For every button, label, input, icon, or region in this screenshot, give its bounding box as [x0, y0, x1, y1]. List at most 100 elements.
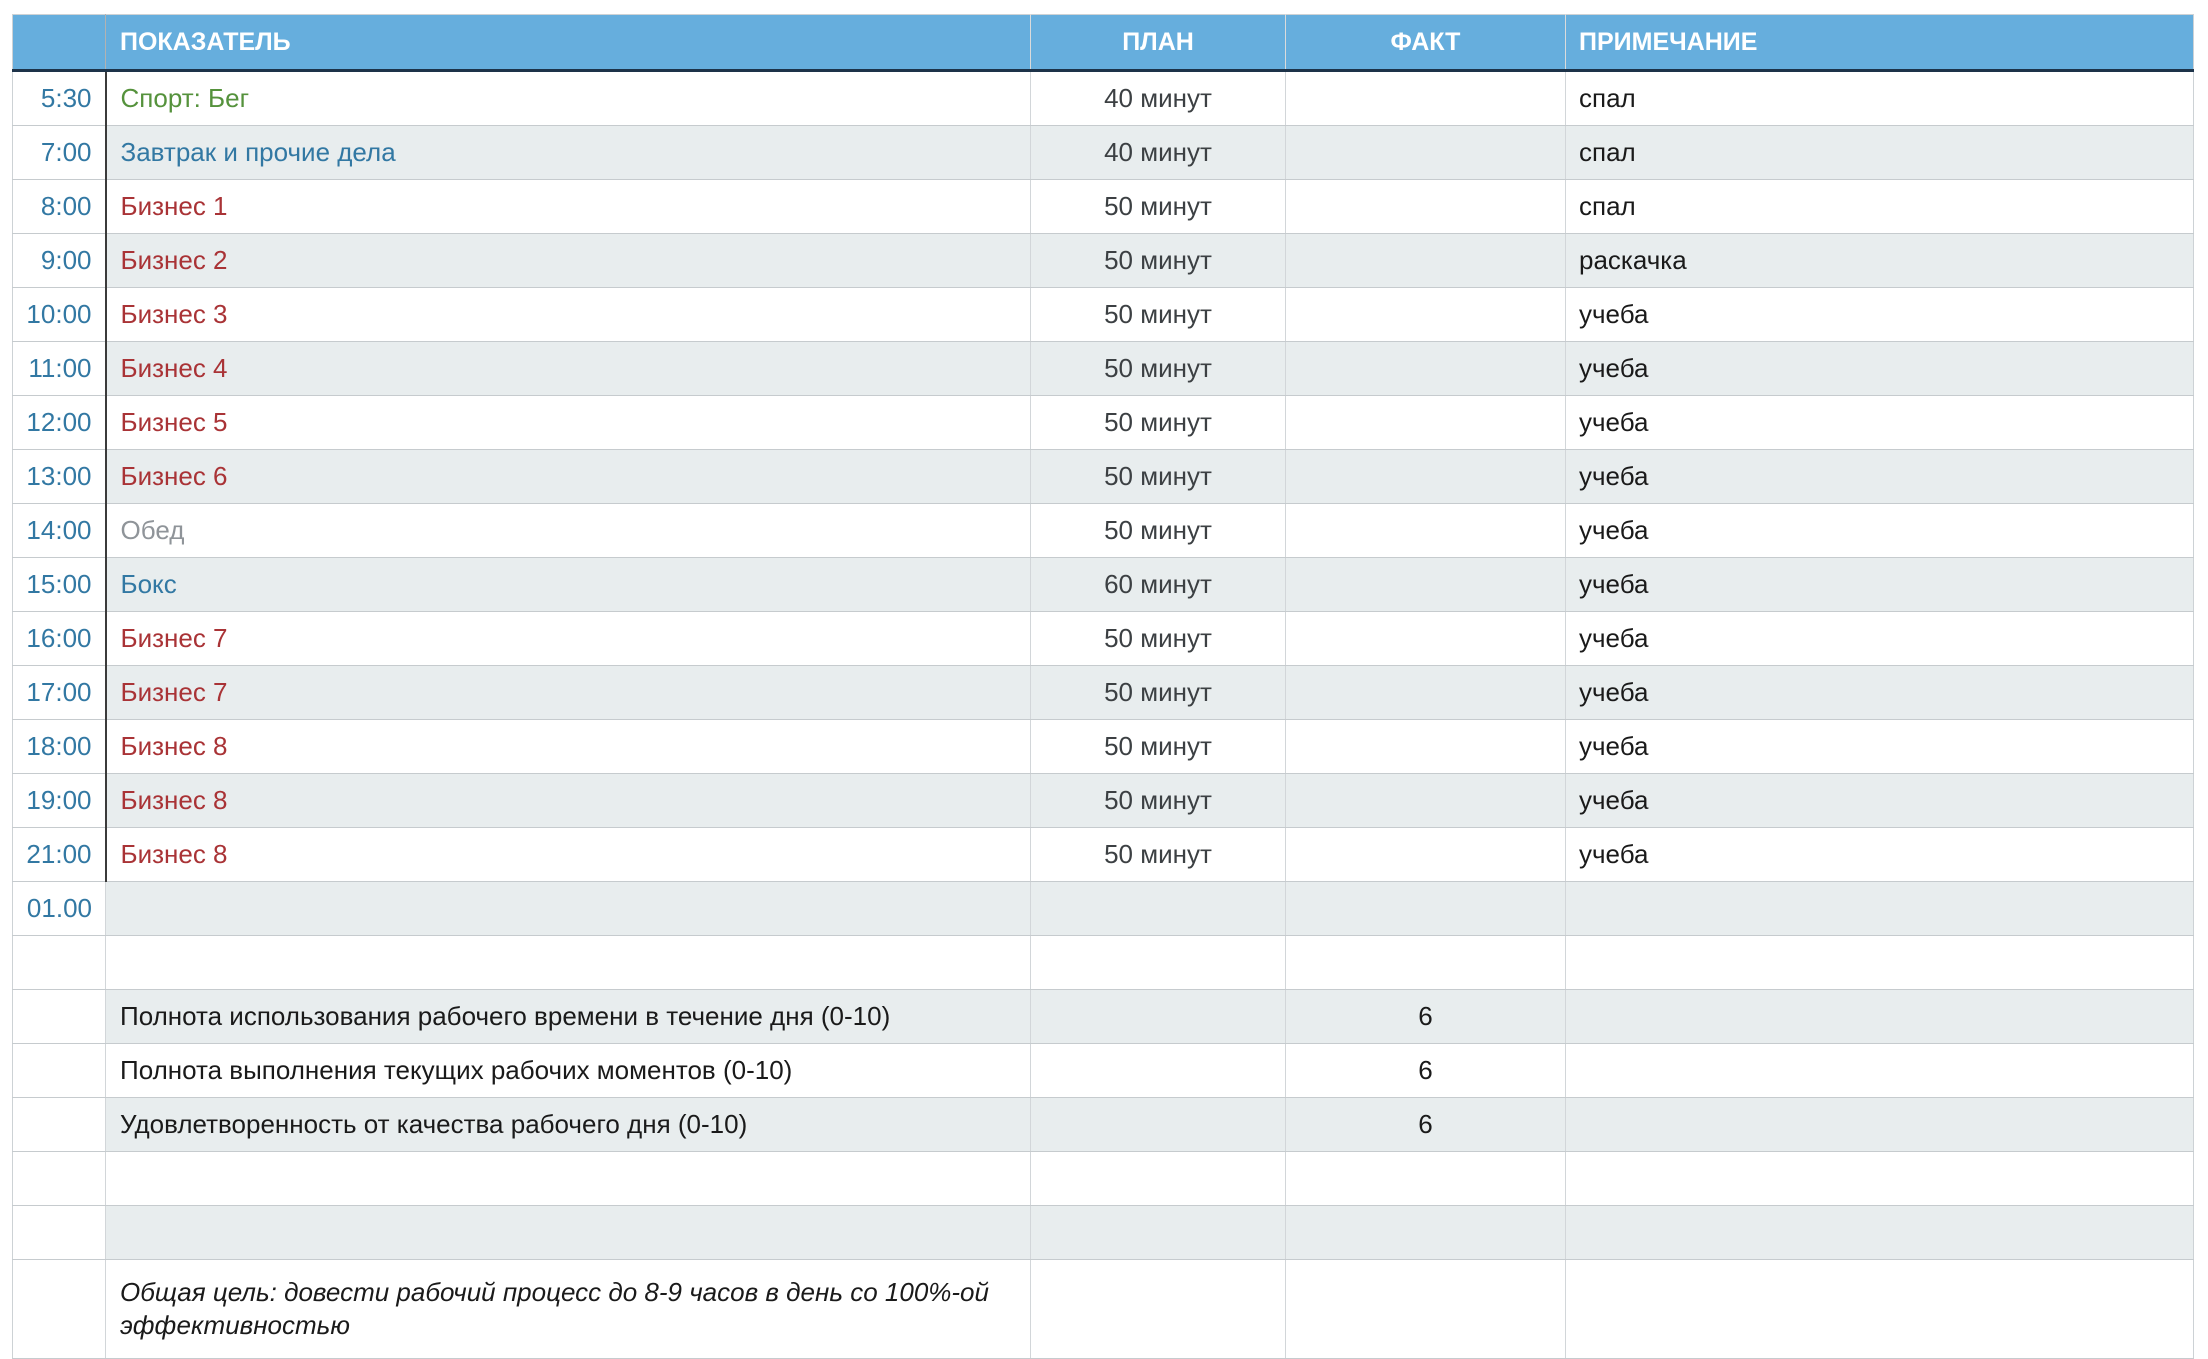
fact-cell[interactable]	[1285, 935, 1566, 990]
time-cell[interactable]: 11:00	[12, 341, 107, 396]
note-cell[interactable]: учеба	[1565, 557, 2194, 612]
indicator-cell[interactable]: Бизнес 3	[105, 287, 1031, 342]
time-cell[interactable]: 17:00	[12, 665, 107, 720]
note-cell[interactable]: учеба	[1565, 611, 2194, 666]
fact-cell[interactable]: 6	[1285, 1097, 1566, 1152]
note-cell[interactable]: учеба	[1565, 773, 2194, 828]
fact-cell[interactable]: 6	[1285, 1043, 1566, 1098]
fact-cell[interactable]	[1285, 70, 1566, 126]
plan-cell[interactable]: 50 минут	[1030, 503, 1286, 558]
indicator-cell[interactable]: Бизнес 8	[105, 719, 1031, 774]
fact-cell[interactable]: 6	[1285, 989, 1566, 1044]
fact-cell[interactable]	[1285, 1259, 1566, 1359]
plan-cell[interactable]	[1030, 935, 1286, 990]
header-cell-plan[interactable]: ПЛАН	[1030, 14, 1286, 72]
note-cell[interactable]: учеба	[1565, 449, 2194, 504]
plan-cell[interactable]: 60 минут	[1030, 557, 1286, 612]
time-cell[interactable]	[12, 1151, 106, 1206]
fact-cell[interactable]	[1285, 611, 1566, 666]
time-cell[interactable]	[12, 1259, 106, 1359]
note-cell[interactable]: учеба	[1565, 665, 2194, 720]
indicator-cell[interactable]: Бизнес 7	[105, 665, 1031, 720]
plan-cell[interactable]: 50 минут	[1030, 665, 1286, 720]
plan-cell[interactable]: 50 минут	[1030, 827, 1286, 882]
time-cell[interactable]: 16:00	[12, 611, 107, 666]
note-cell[interactable]	[1565, 935, 2194, 990]
fact-cell[interactable]	[1285, 1205, 1566, 1260]
indicator-cell[interactable]: Бизнес 7	[105, 611, 1031, 666]
note-cell[interactable]	[1565, 881, 2194, 936]
note-cell[interactable]: учеба	[1565, 719, 2194, 774]
plan-cell[interactable]: 40 минут	[1030, 70, 1286, 126]
plan-cell[interactable]: 50 минут	[1030, 341, 1286, 396]
plan-cell[interactable]: 50 минут	[1030, 395, 1286, 450]
fact-cell[interactable]	[1285, 773, 1566, 828]
time-cell[interactable]: 7:00	[12, 125, 107, 180]
indicator-cell[interactable]: Полнота использования рабочего времени в…	[105, 989, 1031, 1044]
header-cell-fact[interactable]: ФАКТ	[1285, 14, 1566, 72]
fact-cell[interactable]	[1285, 503, 1566, 558]
indicator-cell[interactable]: Бизнес 1	[105, 179, 1031, 234]
plan-cell[interactable]: 50 минут	[1030, 611, 1286, 666]
plan-cell[interactable]	[1030, 1097, 1286, 1152]
note-cell[interactable]	[1565, 989, 2194, 1044]
time-cell[interactable]: 21:00	[12, 827, 107, 882]
plan-cell[interactable]: 50 минут	[1030, 773, 1286, 828]
time-cell[interactable]: 5:30	[12, 70, 107, 126]
plan-cell[interactable]	[1030, 1151, 1286, 1206]
indicator-cell[interactable]	[105, 881, 1031, 936]
time-cell[interactable]	[12, 1205, 106, 1260]
fact-cell[interactable]	[1285, 341, 1566, 396]
fact-cell[interactable]	[1285, 665, 1566, 720]
indicator-cell[interactable]: Бизнес 8	[105, 773, 1031, 828]
plan-cell[interactable]: 40 минут	[1030, 125, 1286, 180]
time-cell[interactable]	[12, 989, 106, 1044]
fact-cell[interactable]	[1285, 719, 1566, 774]
fact-cell[interactable]	[1285, 449, 1566, 504]
time-cell[interactable]: 8:00	[12, 179, 107, 234]
plan-cell[interactable]	[1030, 1043, 1286, 1098]
time-cell[interactable]: 10:00	[12, 287, 107, 342]
indicator-cell[interactable]: Общая цель: довести рабочий процесс до 8…	[105, 1259, 1031, 1359]
fact-cell[interactable]	[1285, 1151, 1566, 1206]
fact-cell[interactable]	[1285, 287, 1566, 342]
time-cell[interactable]: 01.00	[12, 881, 106, 936]
time-cell[interactable]	[12, 935, 106, 990]
plan-cell[interactable]	[1030, 989, 1286, 1044]
plan-cell[interactable]: 50 минут	[1030, 719, 1286, 774]
time-cell[interactable]	[12, 1097, 106, 1152]
note-cell[interactable]: учеба	[1565, 827, 2194, 882]
plan-cell[interactable]: 50 минут	[1030, 449, 1286, 504]
indicator-cell[interactable]	[105, 1205, 1031, 1260]
fact-cell[interactable]	[1285, 557, 1566, 612]
indicator-cell[interactable]: Бизнес 2	[105, 233, 1031, 288]
note-cell[interactable]	[1565, 1151, 2194, 1206]
plan-cell[interactable]	[1030, 1259, 1286, 1359]
note-cell[interactable]: спал	[1565, 70, 2194, 126]
note-cell[interactable]: учеба	[1565, 395, 2194, 450]
time-cell[interactable]: 13:00	[12, 449, 107, 504]
indicator-cell[interactable]	[105, 1151, 1031, 1206]
note-cell[interactable]: спал	[1565, 125, 2194, 180]
indicator-cell[interactable]: Бизнес 8	[105, 827, 1031, 882]
fact-cell[interactable]	[1285, 827, 1566, 882]
header-cell-note[interactable]: ПРИМЕЧАНИЕ	[1565, 14, 2194, 72]
fact-cell[interactable]	[1285, 179, 1566, 234]
note-cell[interactable]: учеба	[1565, 287, 2194, 342]
note-cell[interactable]: учеба	[1565, 503, 2194, 558]
plan-cell[interactable]	[1030, 881, 1286, 936]
fact-cell[interactable]	[1285, 881, 1566, 936]
note-cell[interactable]	[1565, 1259, 2194, 1359]
note-cell[interactable]	[1565, 1205, 2194, 1260]
fact-cell[interactable]	[1285, 125, 1566, 180]
note-cell[interactable]: раскачка	[1565, 233, 2194, 288]
plan-cell[interactable]	[1030, 1205, 1286, 1260]
note-cell[interactable]	[1565, 1097, 2194, 1152]
fact-cell[interactable]	[1285, 395, 1566, 450]
indicator-cell[interactable]: Бизнес 4	[105, 341, 1031, 396]
plan-cell[interactable]: 50 минут	[1030, 179, 1286, 234]
header-cell-indicator[interactable]: ПОКАЗАТЕЛЬ	[105, 14, 1031, 72]
note-cell[interactable]: спал	[1565, 179, 2194, 234]
indicator-cell[interactable]: Завтрак и прочие дела	[105, 125, 1031, 180]
plan-cell[interactable]: 50 минут	[1030, 287, 1286, 342]
